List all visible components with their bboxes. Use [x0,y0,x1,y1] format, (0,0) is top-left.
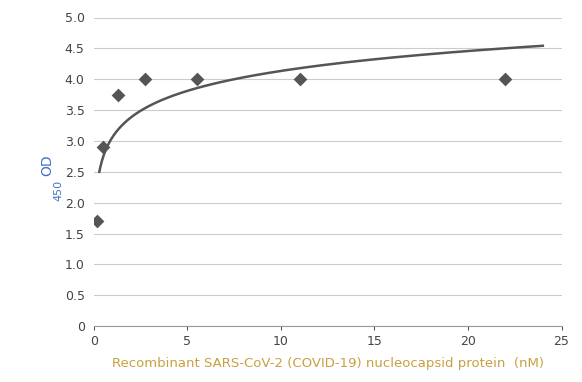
Point [113,92,123,98]
Point [98,144,107,150]
Text: OD: OD [40,155,54,176]
Text: 450: 450 [54,180,63,201]
Point [501,76,510,82]
Point [140,76,150,82]
Point [93,218,102,224]
X-axis label: Recombinant SARS-CoV-2 (COVID-19) nucleocapsid protein  (nM): Recombinant SARS-CoV-2 (COVID-19) nucleo… [112,356,544,369]
Point [295,76,304,82]
Point [192,76,201,82]
